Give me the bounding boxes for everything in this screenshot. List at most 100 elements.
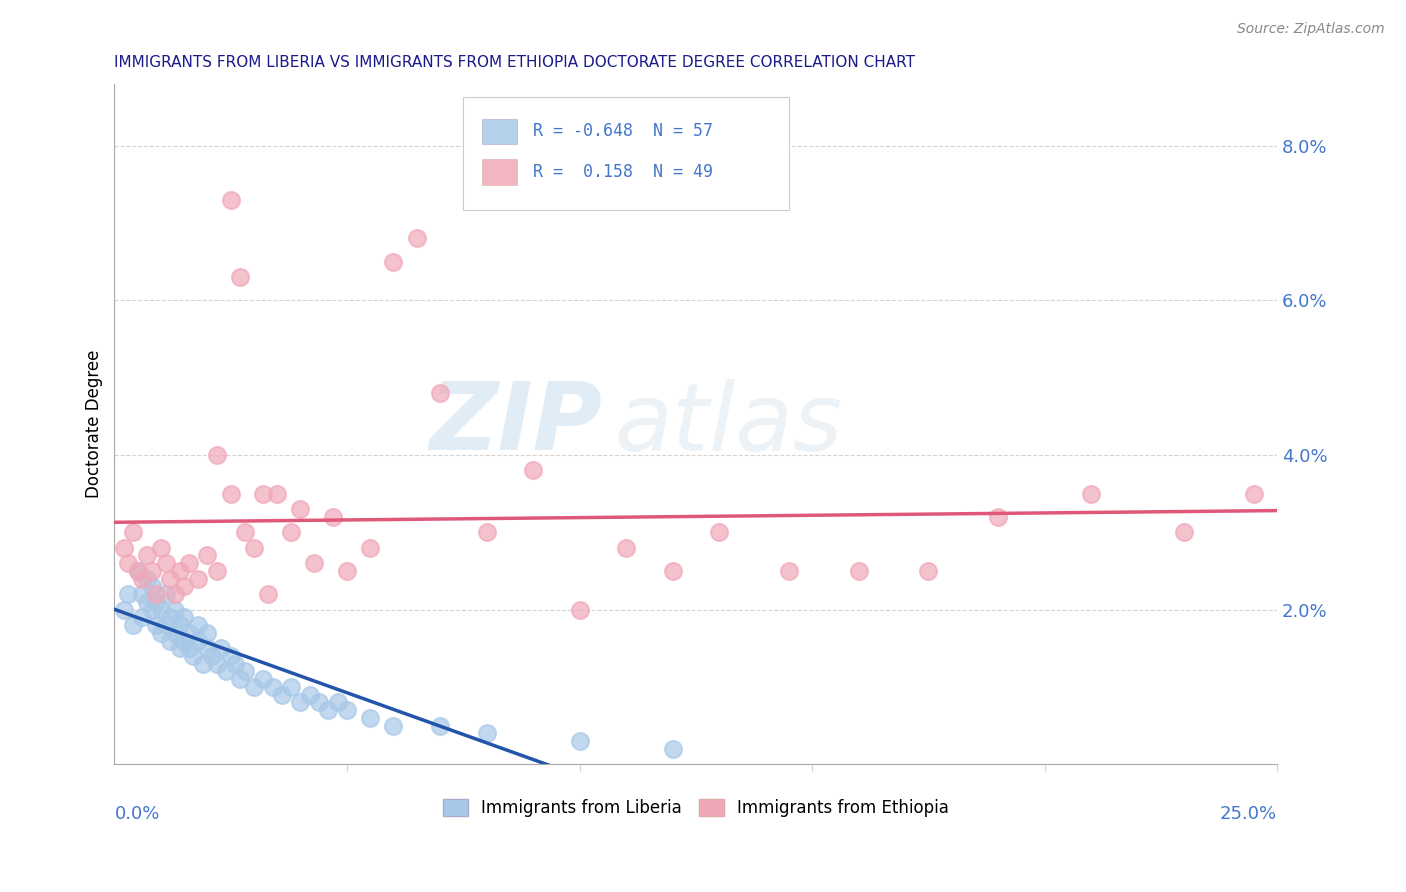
Point (224, 657, 246, 671)
Point (127, 564, 149, 578)
Point (169, 618, 191, 632)
Point (149, 625, 172, 640)
Point (163, 602, 186, 616)
Point (326, 695, 349, 709)
Point (169, 564, 191, 578)
Point (149, 602, 172, 616)
Point (187, 618, 209, 632)
Point (336, 564, 359, 578)
Point (205, 448, 228, 462)
Text: IMMIGRANTS FROM LIBERIA VS IMMIGRANTS FROM ETHIOPIA DOCTORATE DEGREE CORRELATION: IMMIGRANTS FROM LIBERIA VS IMMIGRANTS FR… (114, 55, 915, 70)
Point (219, 193, 242, 207)
Point (266, 486, 288, 500)
Point (429, 718, 451, 732)
Point (145, 618, 167, 632)
Point (173, 633, 195, 648)
Point (201, 648, 224, 663)
Point (614, 541, 637, 555)
Text: R =  0.158  N = 49: R = 0.158 N = 49 (533, 163, 713, 181)
Point (987, 509, 1010, 524)
Text: ZIP: ZIP (430, 378, 603, 470)
Point (197, 549, 219, 563)
Point (1243, 486, 1265, 500)
Point (270, 688, 292, 702)
Text: atlas: atlas (614, 378, 842, 469)
Point (280, 525, 302, 540)
Point (117, 587, 139, 601)
Point (112, 602, 135, 616)
Point (661, 564, 683, 578)
Point (159, 610, 181, 624)
Point (136, 572, 159, 586)
Point (187, 633, 209, 648)
Point (136, 549, 159, 563)
Y-axis label: Doctorate Degree: Doctorate Degree (86, 350, 103, 499)
Point (429, 386, 451, 401)
Point (145, 595, 167, 609)
Point (136, 595, 159, 609)
Point (187, 572, 209, 586)
Point (149, 541, 172, 555)
Point (173, 610, 195, 624)
Point (1173, 525, 1195, 540)
Point (122, 525, 145, 540)
FancyBboxPatch shape (482, 160, 517, 186)
Point (233, 665, 256, 679)
Text: 0.0%: 0.0% (114, 805, 160, 823)
Point (229, 672, 252, 686)
Point (252, 486, 274, 500)
Point (169, 641, 191, 656)
Point (1080, 486, 1102, 500)
Point (475, 525, 498, 540)
Point (262, 680, 284, 694)
Point (252, 672, 274, 686)
Point (197, 625, 219, 640)
Text: 25.0%: 25.0% (1220, 805, 1277, 823)
Point (215, 665, 238, 679)
Point (661, 741, 683, 756)
Point (219, 648, 242, 663)
Point (568, 734, 591, 748)
Point (359, 711, 381, 725)
Point (197, 641, 219, 656)
Point (322, 509, 344, 524)
Point (290, 695, 312, 709)
Point (243, 680, 266, 694)
Point (475, 726, 498, 740)
Point (219, 486, 242, 500)
Point (280, 680, 302, 694)
Point (205, 564, 228, 578)
Point (159, 633, 181, 648)
Point (141, 579, 163, 593)
Point (177, 556, 200, 570)
Point (183, 648, 205, 663)
Point (131, 610, 153, 624)
Point (131, 572, 153, 586)
Point (112, 541, 135, 555)
Point (177, 625, 200, 640)
FancyBboxPatch shape (463, 97, 789, 210)
Point (155, 556, 177, 570)
Point (155, 618, 177, 632)
Point (145, 587, 167, 601)
Point (159, 572, 181, 586)
Point (405, 231, 427, 245)
Point (382, 254, 405, 268)
Point (233, 525, 256, 540)
Point (122, 618, 145, 632)
Point (209, 641, 232, 656)
Point (917, 564, 939, 578)
Point (257, 587, 280, 601)
Point (318, 703, 340, 717)
Point (229, 270, 252, 285)
Point (336, 703, 359, 717)
Point (304, 556, 326, 570)
Legend: Immigrants from Liberia, Immigrants from Ethiopia: Immigrants from Liberia, Immigrants from… (443, 799, 949, 817)
Point (308, 695, 330, 709)
FancyBboxPatch shape (482, 119, 517, 145)
Point (141, 602, 163, 616)
Point (568, 602, 591, 616)
Text: R = -0.648  N = 57: R = -0.648 N = 57 (533, 122, 713, 140)
Point (117, 556, 139, 570)
Point (243, 541, 266, 555)
